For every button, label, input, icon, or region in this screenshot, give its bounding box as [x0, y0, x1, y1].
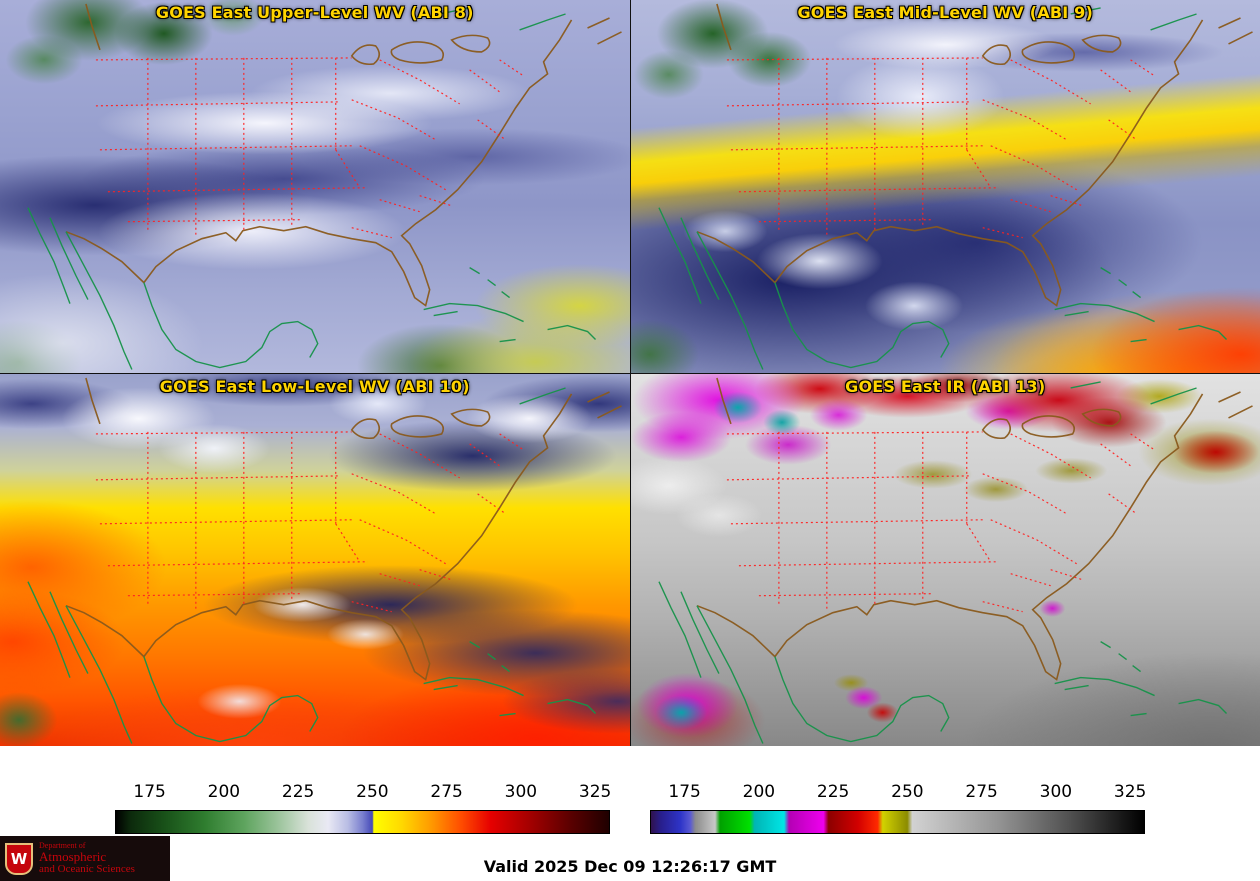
uw-aos-logo: W Department of Atmospheric and Oceanic … [0, 836, 170, 881]
tick-label: 175 [133, 782, 166, 802]
crest-letter: W [10, 849, 28, 868]
satellite-image-abi10 [0, 373, 630, 746]
panel-title-abi8: GOES East Upper-Level WV (ABI 8) [155, 3, 474, 22]
wv-colorbar-ticks: 175 200 225 250 275 300 325 [115, 782, 612, 806]
panel-title-abi9: GOES East Mid-Level WV (ABI 9) [797, 3, 1094, 22]
logo-line-1: Department of [39, 840, 86, 850]
logo-line-3: and Oceanic Sciences [39, 862, 135, 875]
tick-label: 300 [1039, 782, 1073, 802]
quad-panel-grid: GOES East Upper-Level WV (ABI 8) GOES Ea… [0, 0, 1260, 746]
tick-label: 200 [742, 782, 776, 802]
panel-ir: GOES East IR (ABI 13) [630, 373, 1260, 746]
tick-label: 225 [816, 782, 850, 802]
logo-text: Department of Atmospheric and Oceanic Sc… [39, 840, 135, 876]
ir-colorbar-ticks: 175 200 225 250 275 300 325 [650, 782, 1147, 806]
satellite-image-abi13 [630, 373, 1260, 746]
logo-line-2: Atmospheric [39, 849, 107, 865]
tick-label: 325 [578, 782, 612, 802]
panel-low-level-wv: GOES East Low-Level WV (ABI 10) [0, 373, 630, 746]
panel-title-abi10: GOES East Low-Level WV (ABI 10) [159, 376, 470, 396]
wv-colorbar [115, 810, 610, 834]
panel-mid-level-wv: GOES East Mid-Level WV (ABI 9) [630, 0, 1260, 373]
tick-label: 225 [281, 782, 315, 802]
legend-area: 175 200 225 250 275 300 325 175 200 225 … [0, 746, 1260, 846]
satellite-image-abi8 [0, 0, 630, 373]
satellite-image-abi9 [630, 0, 1260, 373]
tick-label: 325 [1113, 782, 1147, 802]
map-overlay [657, 376, 1253, 744]
map-overlay [657, 3, 1253, 371]
tick-label: 275 [965, 782, 998, 802]
tick-label: 275 [430, 782, 463, 802]
panel-title-abi13: GOES East IR (ABI 13) [845, 376, 1046, 396]
tick-label: 250 [891, 782, 924, 802]
tick-label: 300 [504, 782, 538, 802]
valid-time-text: Valid 2025 Dec 09 12:26:17 GMT [483, 857, 777, 876]
map-overlay [27, 376, 623, 744]
uw-crest-icon: W [5, 842, 33, 875]
tick-label: 175 [668, 782, 701, 802]
tick-label: 200 [207, 782, 241, 802]
ir-colorbar [650, 810, 1145, 834]
map-overlay [27, 3, 623, 371]
panel-upper-level-wv: GOES East Upper-Level WV (ABI 8) [0, 0, 630, 373]
tick-label: 250 [356, 782, 389, 802]
